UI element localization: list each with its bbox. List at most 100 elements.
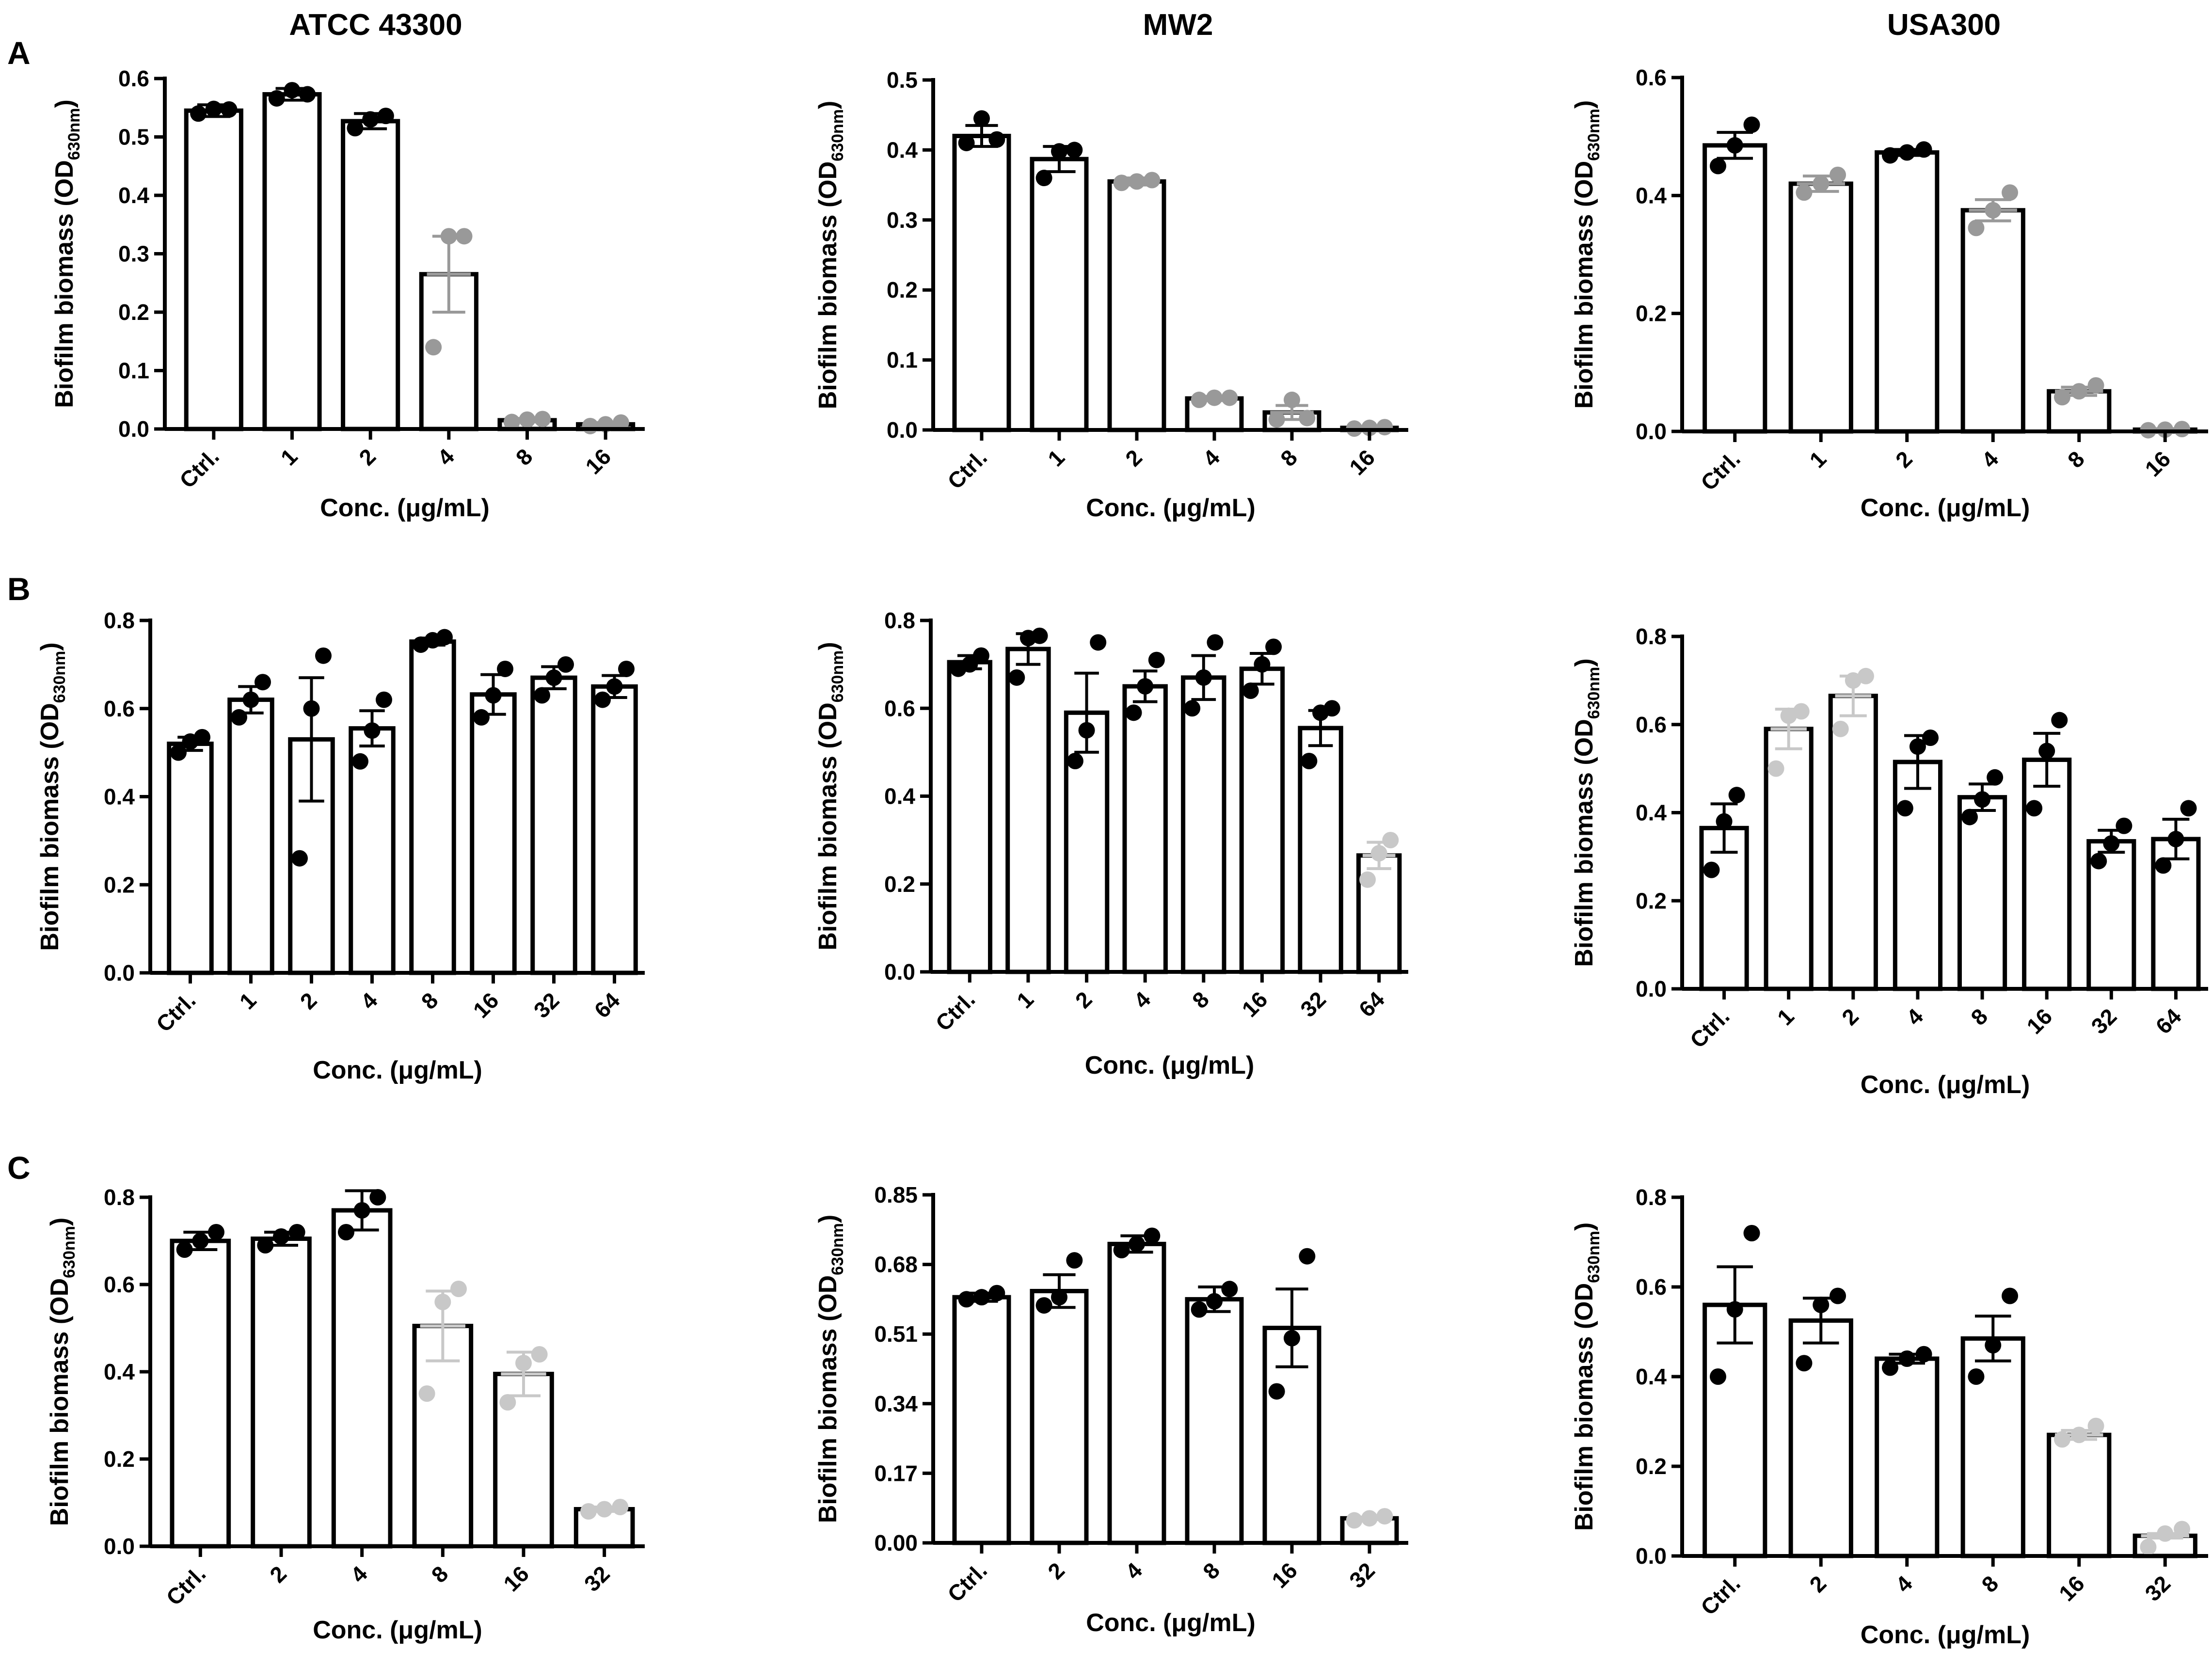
data-point bbox=[612, 414, 629, 431]
y-tick-label: 0.2 bbox=[1636, 1454, 1667, 1479]
y-tick-label: 0.4 bbox=[104, 784, 135, 809]
data-point bbox=[1726, 1301, 1743, 1318]
data-point bbox=[425, 339, 442, 356]
data-point bbox=[1066, 753, 1083, 769]
data-point bbox=[2155, 857, 2172, 874]
data-point bbox=[1137, 678, 1154, 695]
y-tick-label: 0.34 bbox=[874, 1391, 918, 1416]
data-point bbox=[303, 700, 320, 717]
data-point bbox=[2002, 1287, 2019, 1304]
data-point bbox=[376, 691, 392, 708]
bar bbox=[530, 675, 577, 975]
y-axis-label-subscript: 630nm bbox=[828, 1223, 847, 1275]
x-tick-label: 8 bbox=[2063, 446, 2089, 473]
x-tick-label: 2 bbox=[354, 444, 381, 470]
data-point bbox=[291, 850, 308, 867]
data-point bbox=[176, 1241, 193, 1258]
y-tick-label: 0.85 bbox=[874, 1182, 918, 1207]
y-axis-label-main: Biofilm biomass (OD bbox=[814, 161, 842, 409]
y-axis-label-close: ) bbox=[46, 1218, 74, 1226]
data-point bbox=[1376, 419, 1393, 436]
x-tick-label: 32 bbox=[579, 1561, 615, 1596]
data-point bbox=[2038, 743, 2055, 760]
y-axis-label-close: ) bbox=[1570, 1222, 1598, 1231]
data-point bbox=[1066, 1252, 1083, 1269]
y-tick-label: 0.0 bbox=[104, 960, 135, 985]
x-tick-label: 4 bbox=[1120, 1557, 1147, 1584]
y-axis-label-subscript: 630nm bbox=[1585, 1231, 1603, 1283]
y-tick-label: 0.1 bbox=[887, 348, 918, 373]
x-tick-label: 2 bbox=[1120, 444, 1147, 471]
data-point bbox=[1796, 1355, 1813, 1372]
data-point bbox=[1881, 1359, 1898, 1376]
x-tick-label: Ctrl. bbox=[1685, 1003, 1735, 1053]
data-point bbox=[1985, 1337, 2002, 1354]
x-tick-label: 2 bbox=[1070, 986, 1097, 1013]
x-tick-label: 4 bbox=[432, 444, 459, 470]
bar bbox=[952, 1295, 1011, 1545]
data-point bbox=[1129, 173, 1145, 190]
data-point bbox=[2090, 853, 2107, 870]
y-tick-label: 0.2 bbox=[884, 872, 915, 897]
data-point bbox=[194, 729, 210, 746]
y-tick-label: 0.8 bbox=[1636, 624, 1667, 649]
x-tick-label: 32 bbox=[2140, 1571, 2175, 1606]
data-point bbox=[531, 1346, 548, 1363]
x-tick-label: 4 bbox=[346, 1561, 372, 1587]
data-point bbox=[1743, 1225, 1760, 1241]
data-point bbox=[353, 1202, 370, 1219]
data-point bbox=[473, 709, 490, 726]
data-point bbox=[1830, 166, 1846, 183]
data-point bbox=[519, 411, 536, 428]
bar bbox=[1181, 675, 1226, 974]
data-point bbox=[434, 1294, 451, 1310]
data-point bbox=[1078, 722, 1095, 739]
y-axis-label-main: Biofilm biomass (OD bbox=[50, 160, 79, 408]
chart-panel-b-atcc-43300: 0.0 0.2 0.4 0.6 0.8 Ctrl. 1 2 4 8 16 32 64 Conc. (μg/… bbox=[36, 608, 645, 1084]
bar bbox=[167, 741, 214, 975]
x-tick-label: 1 bbox=[1012, 986, 1038, 1013]
data-point bbox=[288, 1224, 305, 1240]
data-point bbox=[1299, 1248, 1316, 1265]
data-point bbox=[2051, 712, 2068, 729]
bar bbox=[1828, 694, 1878, 991]
y-tick-label: 0.4 bbox=[104, 1359, 135, 1384]
y-axis-label: Biofilm biomass (OD630nm) bbox=[814, 101, 847, 409]
x-axis-label: Conc. (μg/mL) bbox=[1085, 1051, 1255, 1079]
data-point bbox=[347, 120, 364, 137]
data-point bbox=[1796, 184, 1813, 201]
y-tick-label: 0.8 bbox=[104, 608, 135, 633]
data-point bbox=[1922, 730, 1939, 746]
y-tick-label: 0.4 bbox=[1636, 800, 1667, 825]
bar bbox=[2022, 757, 2072, 991]
data-point bbox=[418, 1385, 435, 1402]
data-point bbox=[1144, 172, 1161, 189]
data-point bbox=[1709, 1368, 1726, 1385]
data-point bbox=[1221, 1281, 1238, 1298]
data-point bbox=[2167, 831, 2184, 848]
y-axis-label-close: ) bbox=[36, 642, 64, 651]
bar bbox=[1030, 1289, 1089, 1545]
x-tick-label: 8 bbox=[1187, 986, 1214, 1013]
y-tick-label: 0.5 bbox=[887, 67, 918, 93]
x-tick-label: 1 bbox=[276, 444, 302, 470]
bar bbox=[470, 692, 517, 975]
y-axis-label-close: ) bbox=[814, 1215, 842, 1223]
data-point bbox=[1191, 1301, 1208, 1318]
x-tick-label: 4 bbox=[1976, 446, 2003, 473]
data-point bbox=[1221, 389, 1238, 406]
x-tick-label: 64 bbox=[2151, 1003, 2186, 1039]
bar bbox=[1005, 647, 1051, 974]
data-point bbox=[377, 108, 394, 125]
chart-panel-b-usa300: 0.0 0.2 0.4 0.6 0.8 Ctrl. 1 2 4 8 16 32 64 Conc. (μg/… bbox=[1570, 624, 2208, 1099]
bar bbox=[227, 698, 274, 975]
x-tick-label: 4 bbox=[1891, 1571, 1917, 1597]
data-point bbox=[1703, 861, 1720, 878]
y-tick-label: 0.6 bbox=[104, 1272, 135, 1297]
data-point bbox=[596, 1501, 613, 1518]
x-tick-label: 2 bbox=[1837, 1003, 1863, 1030]
y-tick-label: 0.8 bbox=[1636, 1185, 1667, 1210]
data-point bbox=[1031, 627, 1048, 644]
row-label-a: A bbox=[7, 35, 31, 71]
data-point bbox=[1035, 170, 1052, 187]
